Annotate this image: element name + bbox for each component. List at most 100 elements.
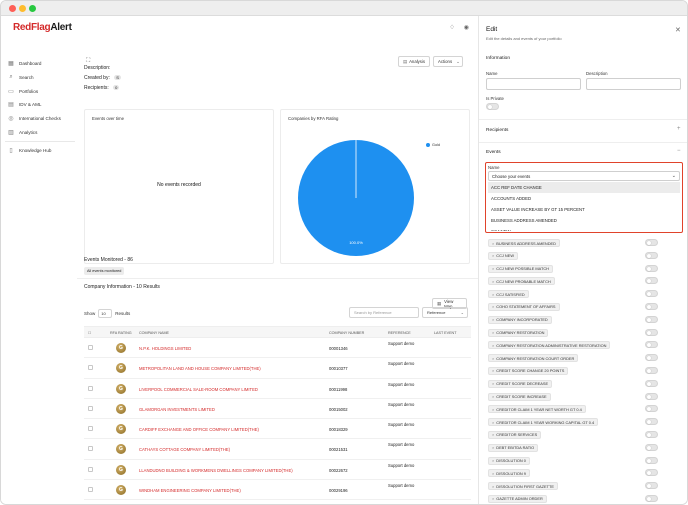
maximize-window-button[interactable] — [29, 5, 36, 12]
remove-icon[interactable]: × — [492, 291, 495, 297]
event-tag[interactable]: × CREDITOR CLAIM 1 YEAR WORKING CAPITAL G… — [488, 418, 599, 427]
remove-icon[interactable]: × — [492, 266, 495, 272]
dropdown-option[interactable]: CCJ NEW — [488, 226, 680, 231]
table-row[interactable]: G CATHAYS COTTAGE COMPANY LIMITED(THE) 000… — [84, 439, 471, 460]
table-row[interactable]: G CARDIFF EXCHANGE AND OFFICE COMPANY LIM… — [84, 419, 471, 440]
event-tag[interactable]: × CREDIT SCORE INCREASE — [488, 392, 551, 401]
events-heading[interactable]: Events — [486, 150, 501, 155]
dropdown-option[interactable]: ASSET VALUE INCREASE BY GT 15 PERCENT — [491, 207, 585, 212]
recipients-heading[interactable]: Recipients — [486, 128, 509, 133]
company-name-link[interactable]: CARDIFF EXCHANGE AND OFFICE COMPANY LIMI… — [139, 427, 259, 433]
col-rfa-rating[interactable]: RFA RATING — [110, 331, 132, 335]
event-tag[interactable]: × BUSINESS ADDRESS AMENDED — [488, 239, 560, 247]
remove-icon[interactable]: × — [492, 240, 495, 246]
event-tag[interactable]: × CCJ SATISFIED — [488, 290, 529, 299]
sort-select[interactable]: Reference ⌄ — [422, 307, 468, 318]
row-checkbox[interactable] — [88, 426, 93, 432]
expand-icon[interactable]: + — [677, 126, 681, 132]
event-toggle[interactable] — [645, 392, 658, 400]
event-toggle[interactable] — [645, 354, 658, 362]
sidebar-item-search[interactable]: ⌕ Search — [5, 71, 75, 85]
table-row[interactable]: G LLANDUDNO BUILDING & WORKMENS DWELLINGS… — [84, 460, 471, 481]
event-toggle[interactable] — [645, 379, 658, 387]
select-all-checkbox[interactable]: ☐ — [88, 331, 92, 335]
remove-icon[interactable]: × — [492, 355, 495, 361]
remove-icon[interactable]: × — [492, 342, 495, 348]
page-size-select[interactable]: 10 — [98, 309, 113, 318]
company-name-link[interactable]: LLANDUDNO BUILDING & WORKMENS DWELLINGS … — [139, 467, 293, 473]
event-toggle[interactable] — [645, 469, 658, 477]
event-tag[interactable]: × CCJ NEW POSSIBLE MATCH — [488, 264, 553, 273]
row-checkbox[interactable] — [88, 405, 93, 411]
event-tag[interactable]: × CREDIT SCORE DECREASE — [488, 379, 553, 388]
remove-icon[interactable]: × — [492, 330, 495, 336]
event-tag[interactable]: × CCJ NEW PROBABLE MATCH — [488, 277, 555, 286]
table-row[interactable]: G METROPOLITAN LAND AND HOUSE COMPANY LIM… — [84, 358, 471, 379]
event-tag[interactable]: × DEBT EBITDA RATIO — [488, 443, 539, 452]
remove-icon[interactable]: × — [492, 394, 495, 400]
row-checkbox[interactable] — [88, 446, 93, 452]
event-tag[interactable]: × COMPANY INCORPORATED — [488, 315, 552, 324]
user-icon[interactable]: ◉ — [463, 25, 469, 31]
event-toggle[interactable] — [645, 341, 658, 349]
sidebar-item-analytics[interactable]: ▥ Analytics — [5, 125, 75, 139]
sidebar-item-dashboard[interactable]: ▦ Dashboard — [5, 57, 75, 71]
company-name-link[interactable]: WINDHAM ENGINEERING COMPANY LIMITED(THE) — [139, 488, 241, 494]
name-field[interactable] — [486, 78, 581, 90]
event-toggle[interactable] — [645, 418, 658, 426]
event-toggle[interactable] — [645, 482, 658, 490]
event-tag[interactable]: × CREDIT SCORE CHANGE 20 POINTS — [488, 366, 569, 375]
event-toggle[interactable] — [645, 239, 658, 246]
remove-icon[interactable]: × — [492, 381, 495, 387]
event-tag[interactable]: × COMPANY RESTORATION ADMINISTRATIVE REST… — [488, 341, 611, 350]
close-icon[interactable]: ✕ — [675, 27, 681, 34]
event-toggle[interactable] — [645, 277, 658, 285]
event-toggle[interactable] — [645, 315, 658, 323]
event-toggle[interactable] — [645, 456, 658, 464]
col-company-number[interactable]: COMPANY NUMBER — [329, 331, 365, 335]
event-toggle[interactable] — [645, 302, 658, 310]
event-tag[interactable]: × DISSOLUTION 9 — [488, 469, 530, 478]
company-name-link[interactable]: N.P.K. HOLDINGS LIMITED — [139, 346, 192, 351]
event-tag[interactable]: × COMPANY RESTORATION — [488, 328, 549, 337]
dropdown-option[interactable]: ACC REF DATE CHANGE — [488, 182, 680, 193]
sidebar-item-international-checks[interactable]: ◎ International Checks — [5, 112, 75, 126]
remove-icon[interactable]: × — [492, 458, 495, 464]
dropdown-option[interactable]: ACCOUNTS ADDED — [491, 196, 532, 201]
event-tag[interactable]: × DISSOLUTION FIRST GAZETTE — [488, 482, 558, 491]
close-window-button[interactable] — [9, 5, 16, 12]
description-field[interactable] — [586, 78, 681, 90]
fullscreen-icon[interactable]: ⛶ — [86, 58, 91, 64]
row-checkbox[interactable] — [88, 466, 93, 472]
company-name-link[interactable]: LIVERPOOL COMMERCIAL SALE-ROOM COMPANY L… — [139, 386, 258, 392]
dropdown-option[interactable]: BUSINESS ADDRESS AMENDED — [491, 218, 557, 223]
sidebar-item-knowledge-hub[interactable]: ▯ Knowledge Hub — [5, 144, 75, 158]
event-toggle[interactable] — [645, 328, 658, 336]
col-company-name[interactable]: COMPANY NAME — [139, 331, 169, 335]
chart-legend[interactable]: Gold — [426, 143, 440, 147]
private-toggle[interactable] — [486, 103, 499, 110]
remove-icon[interactable]: × — [492, 419, 495, 425]
remove-icon[interactable]: × — [492, 470, 495, 476]
event-toggle[interactable] — [645, 251, 658, 259]
event-tag[interactable]: × COMPANY RESTORATION COURT ORDER — [488, 354, 579, 363]
event-tag[interactable]: × COHO STATEMENT OF AFFAIRS — [488, 302, 560, 311]
row-checkbox[interactable] — [88, 385, 93, 391]
event-tag[interactable]: × GAZETTE ADMIN ORDER — [488, 494, 547, 503]
row-checkbox[interactable] — [88, 345, 93, 350]
event-toggle[interactable] — [645, 430, 658, 438]
brand-logo[interactable]: RedFlagAlert — [13, 22, 72, 33]
event-tag[interactable]: × DISSOLUTION 0 — [488, 456, 530, 465]
remove-icon[interactable]: × — [492, 432, 495, 438]
remove-icon[interactable]: × — [492, 368, 495, 374]
row-checkbox[interactable] — [88, 365, 93, 371]
remove-icon[interactable]: × — [492, 278, 495, 284]
analysis-button[interactable]: ▤ Analysis — [398, 56, 430, 67]
sidebar-item-idv-aml[interactable]: ▤ IDV & AML — [5, 98, 75, 112]
col-reference[interactable]: REFERENCE — [388, 331, 411, 335]
remove-icon[interactable]: × — [492, 304, 495, 310]
table-row[interactable]: G WINDHAM ENGINEERING COMPANY LIMITED(THE… — [84, 480, 471, 501]
actions-button[interactable]: Actions ⌄ — [433, 56, 463, 67]
sidebar-item-portfolios[interactable]: ▭ Portfolios — [5, 84, 75, 98]
company-name-link[interactable]: CATHAYS COTTAGE COMPANY LIMITED(THE) — [139, 447, 231, 453]
